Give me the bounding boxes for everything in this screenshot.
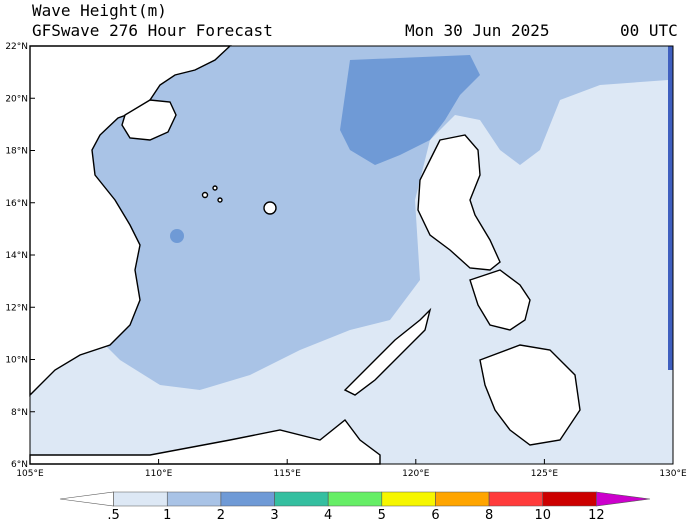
visayas-islands [469, 269, 531, 331]
colorbar-segment [435, 491, 490, 507]
borneo-island [29, 419, 381, 465]
colorbar-label: 8 [484, 508, 494, 523]
lat-tick-label: 10°N [5, 356, 28, 366]
lon-tick-label: 130°E [659, 469, 687, 479]
mindanao-island [479, 344, 581, 446]
lon-tick-label: 110°E [145, 469, 173, 479]
colorbar-segment [220, 491, 275, 507]
palawan-island [343, 307, 432, 396]
colorbar-segment [274, 491, 329, 507]
model-title: GFSwave 276 Hour Forecast [32, 21, 273, 40]
axis-ticks: 105°E 110°E 115°E 120°E 125°E 130°E 6°N 8°N 10°N… [5, 42, 687, 479]
lat-tick-label: 18°N [5, 147, 28, 157]
lat-tick-label: 6°N [11, 460, 28, 470]
hainan-island [121, 99, 177, 141]
colorbar-label: 2 [216, 508, 226, 523]
colorbar-segment [327, 491, 383, 507]
colorbar-label: 4 [324, 508, 333, 523]
colorbar-segment [542, 491, 597, 507]
lat-tick-label: 16°N [5, 199, 28, 209]
colorbar-label: .5 [107, 508, 120, 523]
colorbar-label: 3 [270, 508, 279, 523]
colorbar-segment [381, 491, 436, 507]
lon-tick-label: 115°E [274, 469, 302, 479]
forecast-time: 00 UTC [620, 21, 678, 40]
lon-tick-label: 120°E [402, 469, 430, 479]
luzon-island [417, 134, 501, 271]
lat-tick-label: 14°N [5, 251, 28, 261]
land-masses [29, 45, 581, 465]
colorbar-segment [59, 491, 114, 507]
colorbar-label: 10 [534, 508, 551, 523]
lat-tick-label: 8°N [11, 408, 28, 418]
forecast-date: Mon 30 Jun 2025 [405, 21, 550, 40]
colorbar-label: 5 [377, 508, 386, 523]
colorbar-segment [488, 491, 544, 507]
colorbar-label: 12 [588, 508, 605, 523]
mainland-asia [29, 45, 232, 397]
colorbar-segment [166, 491, 222, 507]
colorbar-segment [596, 491, 651, 507]
lat-tick-label: 12°N [5, 303, 28, 313]
colorbar-label: 1 [163, 508, 172, 523]
colorbar-segment [113, 491, 168, 507]
lon-tick-label: 125°E [531, 469, 559, 479]
lat-tick-label: 20°N [5, 94, 28, 104]
lat-tick-label: 22°N [5, 42, 28, 52]
variable-title: Wave Height(m) [32, 1, 167, 20]
colorbar [59, 491, 651, 507]
colorbar-label: 6 [431, 508, 440, 523]
lon-tick-label: 105°E [16, 469, 44, 479]
